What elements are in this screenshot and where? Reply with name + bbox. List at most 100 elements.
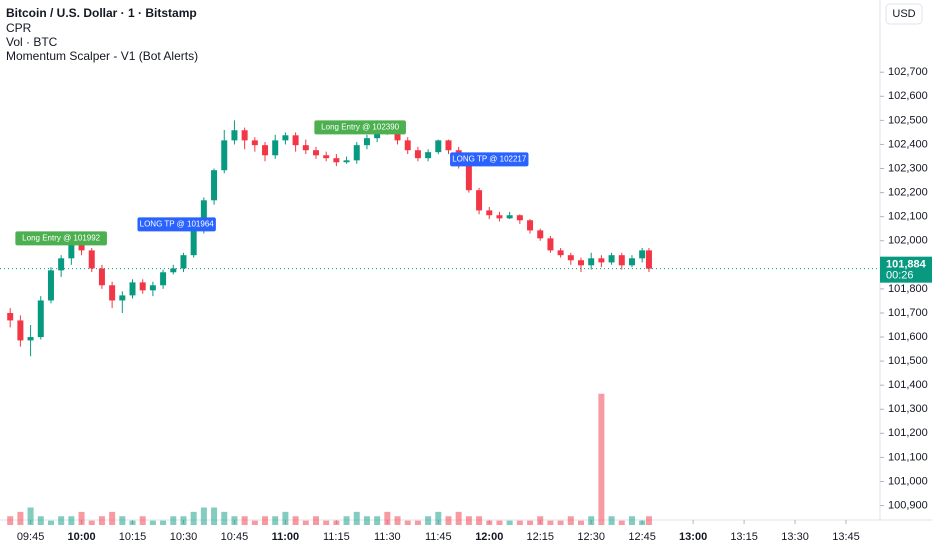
candle-body — [527, 220, 534, 231]
volume-bar — [567, 516, 574, 525]
candle-body — [598, 258, 605, 263]
candle-body — [251, 140, 258, 146]
countdown-label: 00:26 — [886, 270, 914, 282]
candle-body — [129, 282, 136, 296]
candle-body — [139, 282, 146, 291]
y-tick-label: 101,200 — [888, 427, 928, 439]
volume-bar — [578, 520, 585, 525]
x-tick-label: 13:15 — [730, 531, 758, 543]
candle-body — [272, 140, 279, 156]
y-tick-label: 102,600 — [888, 90, 928, 102]
candle-body — [588, 258, 595, 266]
volume-bar — [170, 516, 177, 525]
candle-body — [200, 200, 207, 231]
candle-body — [27, 337, 34, 341]
candle-body — [343, 160, 350, 163]
volume-bar — [527, 520, 534, 525]
volume-bar — [353, 511, 360, 525]
candle-body — [516, 215, 523, 221]
candle-body — [639, 250, 646, 259]
volume-bar — [312, 516, 319, 525]
volume-bar — [425, 516, 432, 525]
x-tick-label: 12:45 — [628, 531, 656, 543]
x-tick-label: 11:00 — [272, 531, 300, 543]
signal-label-box — [450, 152, 529, 167]
x-tick-label: 10:15 — [119, 531, 147, 543]
y-tick-label: 102,500 — [888, 114, 928, 126]
volume-bar — [78, 511, 85, 525]
candle-body — [211, 170, 218, 201]
x-tick-label: 12:15 — [526, 531, 554, 543]
y-tick-label: 102,700 — [888, 66, 928, 78]
candle-body — [37, 300, 44, 338]
volume-bar — [506, 520, 513, 525]
volume-bar — [343, 516, 350, 525]
volume-bar — [496, 520, 503, 525]
candle-body — [435, 140, 442, 153]
x-tick-label: 11:45 — [425, 531, 452, 543]
y-tick-label: 101,100 — [888, 451, 928, 463]
volume-bar — [486, 520, 493, 525]
candle-body — [645, 250, 652, 269]
candle-body — [404, 140, 411, 151]
signal-label: Long Entry @ 101992 — [22, 233, 101, 242]
signal-label-box — [137, 217, 216, 232]
candle-body — [394, 130, 401, 141]
y-tick-label: 101,400 — [888, 379, 928, 391]
chart-title: Bitcoin / U.S. Dollar · 1 · Bitstamp — [6, 6, 197, 20]
volume-bar — [272, 516, 279, 525]
y-tick-label: 101,300 — [888, 403, 928, 415]
candle-body — [68, 241, 75, 259]
signal-label-box — [314, 120, 406, 135]
volume-bar — [645, 516, 652, 525]
volume-bar — [384, 511, 391, 525]
candle-body — [231, 130, 238, 141]
candle-body — [149, 285, 156, 291]
x-tick-label: 13:00 — [679, 531, 707, 543]
x-tick-label: 13:45 — [832, 531, 860, 543]
y-tick-label: 102,300 — [888, 162, 928, 174]
y-tick-label: 102,100 — [888, 211, 928, 223]
volume-bar — [374, 516, 381, 525]
volume-bar — [414, 520, 421, 525]
volume-bar — [149, 520, 156, 525]
volume-bar — [190, 511, 197, 525]
candle-body — [547, 238, 554, 251]
volume-bar — [119, 516, 126, 525]
candle-body — [486, 210, 493, 216]
candle-body — [608, 255, 615, 263]
candle-body — [353, 145, 360, 161]
candle-body — [282, 135, 289, 141]
currency-label[interactable]: USD — [892, 8, 915, 20]
x-tick-label: 13:30 — [781, 531, 809, 543]
volume-bar — [363, 516, 370, 525]
x-tick-label: 12:00 — [475, 531, 503, 543]
volume-bar — [129, 520, 136, 525]
volume-bar — [302, 520, 309, 525]
y-tick-label: 101,800 — [888, 283, 928, 295]
candle-body — [98, 268, 105, 286]
volume-bar — [618, 520, 625, 525]
candle-body — [567, 255, 574, 261]
candle-body — [47, 270, 54, 301]
y-tick-label: 100,900 — [888, 499, 928, 511]
volume-bar — [58, 516, 65, 525]
x-tick-label: 10:30 — [170, 531, 198, 543]
last-price-box — [880, 256, 932, 283]
candle-body — [425, 152, 432, 159]
volume-bar — [455, 511, 462, 525]
signal-label: Long Entry @ 102390 — [321, 122, 400, 131]
candle-body — [537, 230, 544, 239]
candle-body — [241, 130, 248, 141]
currency-button[interactable] — [885, 3, 923, 25]
candle-body — [78, 241, 85, 251]
volume-bar — [221, 511, 228, 525]
volume-bar — [598, 393, 605, 525]
last-price-label: 101,884 — [886, 259, 927, 271]
volume-bar — [547, 520, 554, 525]
volume-bar — [37, 516, 44, 525]
candle-body — [302, 145, 309, 151]
volume-bar — [516, 520, 523, 525]
volume-bar — [608, 516, 615, 525]
